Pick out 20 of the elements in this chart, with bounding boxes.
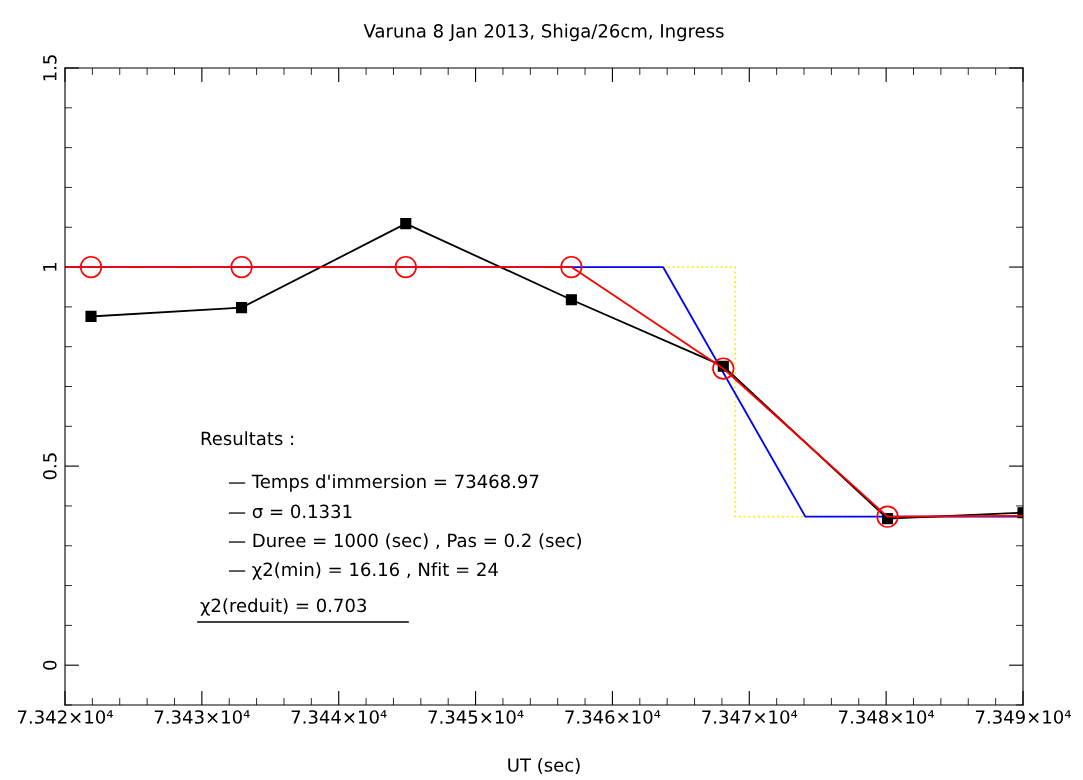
y-tick-label: 0.5 [42, 453, 57, 480]
annotation: — Duree = 1000 (sec) , Pas = 0.2 (sec) [228, 533, 582, 550]
x-tick-label: 7.345×10⁴ [428, 710, 524, 724]
chart-title: Varuna 8 Jan 2013, Shiga/26cm, Ingress [363, 23, 724, 42]
annotation: χ2(reduit) = 0.703 [200, 598, 366, 616]
x-axis-title: UT (sec) [508, 757, 580, 774]
y-tick-label: 1 [43, 262, 57, 271]
annotation: — σ = 0.1331 [228, 504, 352, 519]
annotation: — χ2(min) = 16.16 , Nfit = 24 [228, 562, 498, 580]
x-tick-label: 7.342×10⁴ [17, 710, 113, 724]
x-tick-label: 7.344×10⁴ [291, 710, 387, 724]
annotation: Resultats : [201, 431, 294, 446]
y-tick-label: 0 [42, 660, 57, 670]
annotation: — Temps d'immersion = 73468.97 [228, 474, 539, 492]
x-tick-label: 7.346×10⁴ [565, 710, 661, 724]
y-tick-label: 1.5 [43, 55, 57, 81]
x-tick-label: 7.343×10⁴ [154, 710, 250, 724]
x-tick-label: 7.349×10⁴ [975, 710, 1071, 724]
x-tick-label: 7.347×10⁴ [702, 710, 798, 724]
x-tick-label: 7.348×10⁴ [839, 710, 935, 724]
